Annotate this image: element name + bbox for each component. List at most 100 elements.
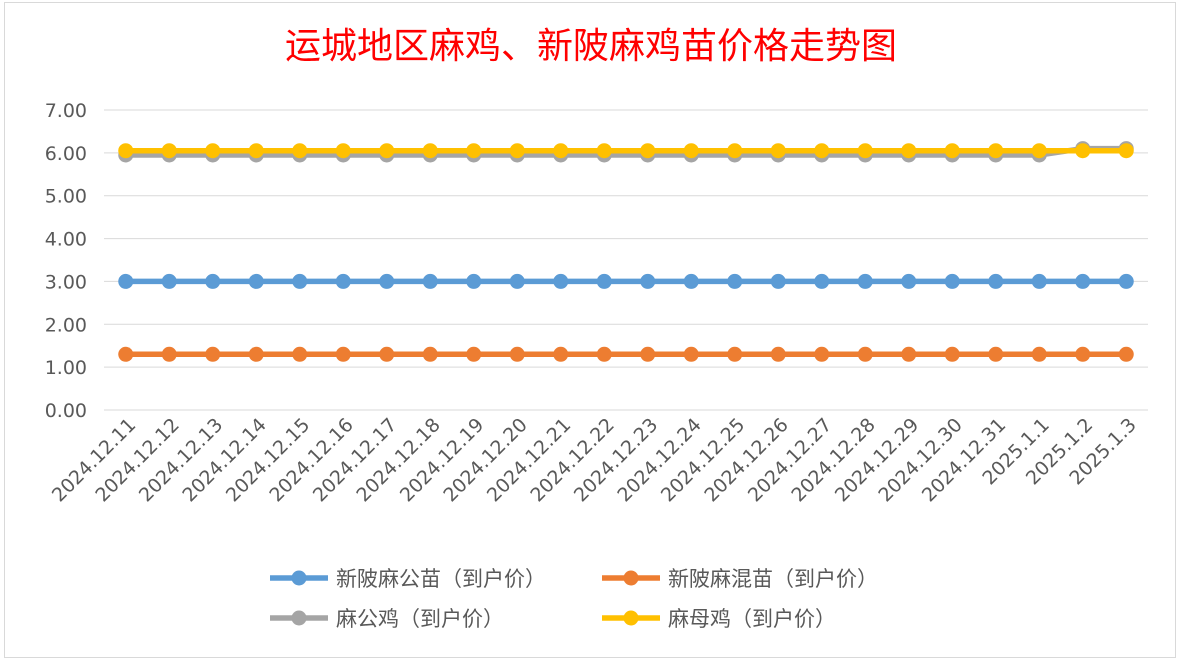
data-point xyxy=(901,346,917,362)
data-point xyxy=(118,346,134,362)
data-point xyxy=(509,143,525,159)
data-point xyxy=(857,143,873,159)
data-point xyxy=(1031,346,1047,362)
series-1 xyxy=(118,273,1134,289)
data-point xyxy=(553,346,569,362)
y-tick-label: 6.00 xyxy=(45,143,87,165)
data-point xyxy=(901,143,917,159)
y-tick-label: 5.00 xyxy=(45,186,87,208)
data-point xyxy=(857,273,873,289)
data-point xyxy=(335,346,351,362)
data-point xyxy=(422,273,438,289)
data-point xyxy=(205,143,221,159)
data-point xyxy=(466,273,482,289)
data-point xyxy=(988,143,1004,159)
y-tick-label: 7.00 xyxy=(45,100,87,122)
chart-title: 运城地区麻鸡、新陂麻鸡苗价格走势图 xyxy=(285,26,897,67)
y-tick-label: 1.00 xyxy=(45,357,87,379)
data-point xyxy=(727,346,743,362)
data-point xyxy=(901,273,917,289)
legend-label: 新陂麻公苗（到户价） xyxy=(336,567,546,591)
data-point xyxy=(1075,346,1091,362)
data-point xyxy=(727,273,743,289)
x-axis-ticks: 2024.12.112024.12.122024.12.132024.12.14… xyxy=(48,414,1141,506)
series-layer xyxy=(118,141,1134,362)
data-point xyxy=(422,346,438,362)
data-point xyxy=(988,273,1004,289)
data-point xyxy=(1075,273,1091,289)
data-point xyxy=(335,143,351,159)
legend-label: 麻母鸡（到户价） xyxy=(668,607,836,631)
chart-frame xyxy=(4,2,1176,658)
data-point xyxy=(596,143,612,159)
series-4 xyxy=(118,143,1134,159)
data-point xyxy=(944,346,960,362)
data-point xyxy=(205,346,221,362)
data-point xyxy=(248,346,264,362)
data-point xyxy=(1118,346,1134,362)
legend: 新陂麻公苗（到户价） 新陂麻混苗（到户价） 麻公鸡（到户价） 麻母鸡（到户价） xyxy=(270,567,878,631)
data-point xyxy=(553,273,569,289)
data-point xyxy=(683,273,699,289)
data-point xyxy=(509,273,525,289)
data-point xyxy=(1031,143,1047,159)
data-point xyxy=(1118,273,1134,289)
data-point xyxy=(466,143,482,159)
data-point xyxy=(988,346,1004,362)
data-point xyxy=(292,143,308,159)
data-point xyxy=(161,143,177,159)
data-point xyxy=(509,346,525,362)
legend-swatch-marker xyxy=(291,610,307,626)
data-point xyxy=(814,273,830,289)
data-point xyxy=(1075,143,1091,159)
legend-item: 麻公鸡（到户价） xyxy=(270,607,504,631)
data-point xyxy=(770,346,786,362)
data-point xyxy=(379,143,395,159)
data-point xyxy=(553,143,569,159)
data-point xyxy=(379,273,395,289)
y-tick-label: 4.00 xyxy=(45,229,87,251)
data-point xyxy=(1031,273,1047,289)
data-point xyxy=(770,273,786,289)
data-point xyxy=(422,143,438,159)
legend-swatch-marker xyxy=(291,570,307,586)
data-point xyxy=(814,346,830,362)
data-point xyxy=(727,143,743,159)
legend-label: 新陂麻混苗（到户价） xyxy=(668,567,878,591)
legend-item: 新陂麻公苗（到户价） xyxy=(270,567,546,591)
data-point xyxy=(335,273,351,289)
data-point xyxy=(466,346,482,362)
legend-label: 麻公鸡（到户价） xyxy=(336,607,504,631)
data-point xyxy=(248,143,264,159)
data-point xyxy=(683,346,699,362)
data-point xyxy=(640,346,656,362)
data-point xyxy=(118,273,134,289)
data-point xyxy=(640,143,656,159)
legend-swatch-marker xyxy=(623,570,639,586)
data-point xyxy=(814,143,830,159)
data-point xyxy=(770,143,786,159)
data-point xyxy=(1118,143,1134,159)
data-point xyxy=(292,346,308,362)
series-2 xyxy=(118,346,1134,362)
data-point xyxy=(379,346,395,362)
data-point xyxy=(944,273,960,289)
y-axis-ticks: 0.00 1.00 2.00 3.00 4.00 5.00 6.00 7.00 xyxy=(45,100,87,422)
data-point xyxy=(161,346,177,362)
legend-swatch-marker xyxy=(623,610,639,626)
data-point xyxy=(161,273,177,289)
data-point xyxy=(118,143,134,159)
data-point xyxy=(857,346,873,362)
y-tick-label: 3.00 xyxy=(45,271,87,293)
data-point xyxy=(596,346,612,362)
legend-item: 麻母鸡（到户价） xyxy=(602,607,836,631)
data-point xyxy=(248,273,264,289)
y-tick-label: 2.00 xyxy=(45,314,87,336)
data-point xyxy=(596,273,612,289)
data-point xyxy=(292,273,308,289)
y-tick-label: 0.00 xyxy=(45,400,87,422)
legend-item: 新陂麻混苗（到户价） xyxy=(602,567,878,591)
data-point xyxy=(944,143,960,159)
data-point xyxy=(205,273,221,289)
